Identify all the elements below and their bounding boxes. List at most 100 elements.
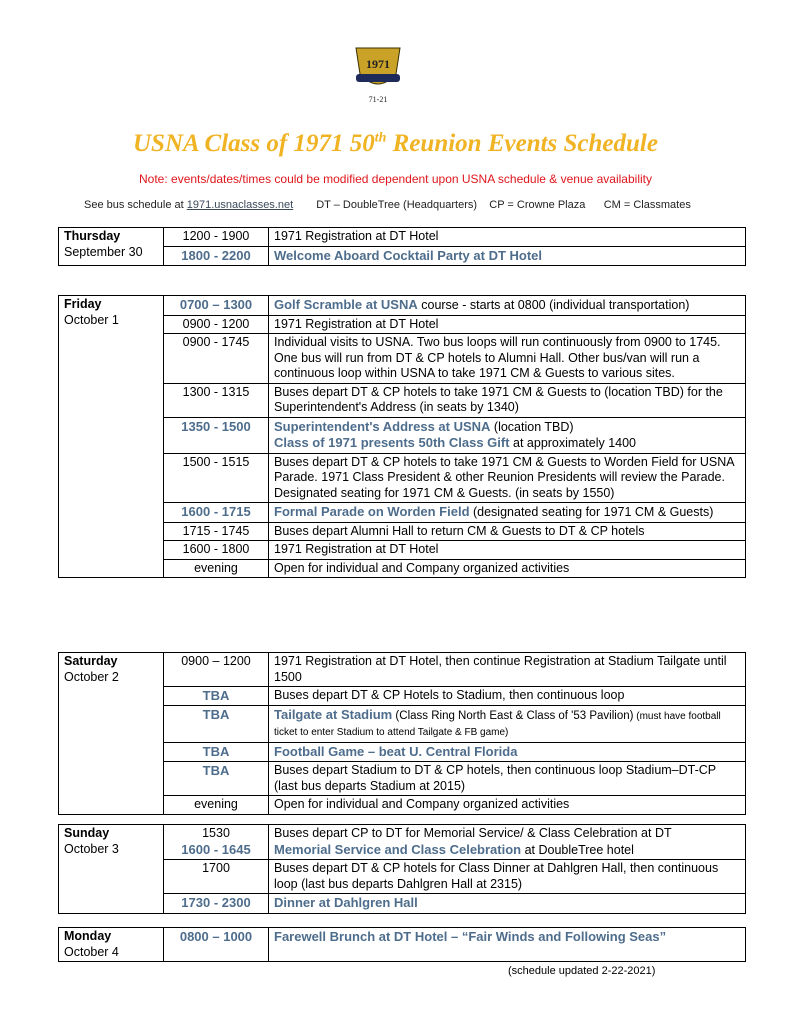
event-description: 1971 Registration at DT Hotel (268, 314, 746, 334)
time-cell: 1700 (163, 859, 269, 894)
description-line: 1971 Registration at DT Hotel (274, 542, 740, 558)
time-cell: 1600 - 1800 (163, 540, 269, 560)
event-detail: Buses depart CP to DT for Memorial Servi… (274, 826, 672, 840)
event-time: 0900 - 1200 (182, 316, 250, 331)
event-time: 0700 – 1300 (179, 297, 253, 312)
event-time: 1350 - 1500 (181, 418, 251, 434)
description-line: Open for individual and Company organize… (274, 561, 740, 577)
schedule-row: Sunday October 3 1530 1600 - 1645 Buses depa… (58, 824, 746, 914)
legend-cp: CP = Crowne Plaza (489, 199, 586, 211)
event-title: Welcome Aboard Cocktail Party at DT Hote… (274, 247, 543, 263)
description-line: Superintendent's Address at USNA (locati… (274, 419, 740, 436)
legend-cm: CM = Classmates (603, 199, 691, 211)
day-table-sunday: Sunday October 3 1530 1600 - 1645 Buses depa… (58, 824, 746, 914)
event-detail: 1971 Registration at DT Hotel (274, 229, 439, 243)
event-time: evening (194, 797, 238, 811)
event-time: 1600 - 1715 (181, 504, 251, 519)
event-title: Golf Scramble at USNA (274, 297, 418, 312)
time-cell: evening (163, 795, 269, 815)
event-description: Buses depart DT & CP hotels for Class Di… (268, 859, 746, 894)
description-line: Individual visits to USNA. Two bus loops… (274, 335, 740, 382)
event-detail: Buses depart Alumni Hall to return CM & … (274, 523, 645, 538)
description-line: Buses depart CP to DT for Memorial Servi… (274, 826, 740, 842)
event-description: 1971 Registration at DT Hotel (268, 540, 746, 560)
day-table-friday: Friday October 1 0700 – 1300 Golf Scramble … (58, 295, 746, 578)
event-detail: Open for individual and Company organize… (274, 797, 570, 811)
time-cell: TBA (163, 741, 269, 762)
event-time: 1730 - 2300 (181, 895, 251, 910)
time-cell: TBA (163, 686, 269, 706)
time-cell: 1300 - 1315 (163, 382, 269, 418)
event-detail: (must have football ticket to enter Stad… (274, 710, 721, 739)
day-cell: Sunday October 3 (58, 824, 164, 914)
event-detail: 1971 Registration at DT Hotel (274, 316, 439, 331)
event-description: Superintendent's Address at USNA (locati… (268, 416, 746, 454)
event-description: Formal Parade on Worden Field (designate… (268, 502, 746, 523)
day-date: October 2 (64, 669, 119, 684)
description-line: 1971 Registration at DT Hotel (274, 229, 740, 245)
event-description: Buses depart DT & CP Hotels to Stadium, … (268, 686, 746, 706)
bus-schedule-link[interactable]: 1971.usnaclasses.net (186, 199, 294, 211)
event-description: Tailgate at Stadium (Class Ring North Ea… (268, 704, 746, 743)
time-cell: 0900 – 1200 (163, 652, 269, 687)
time-cell: 1715 - 1745 (163, 521, 269, 541)
event-detail: Buses depart DT & CP Hotels to Stadium, … (274, 688, 625, 702)
time-cell: 0700 – 1300 (163, 295, 269, 316)
time-cell: 1500 - 1515 (163, 452, 269, 503)
event-detail: Buses depart DT & CP hotels for Class Di… (274, 861, 719, 891)
day-date: September 30 (64, 244, 143, 259)
event-description: Buses depart Stadium to DT & CP hotels, … (268, 761, 746, 796)
day-name: Sunday (64, 826, 110, 840)
time-cell: 1600 - 1715 (163, 502, 269, 523)
day-cell: Thursday September 30 (58, 227, 164, 266)
class-crest-logo: 1971 71-21 (350, 44, 406, 106)
event-time: 1200 - 1900 (182, 229, 250, 243)
event-detail: Open for individual and Company organize… (274, 560, 570, 575)
event-title: Tailgate at Stadium (274, 706, 393, 722)
event-detail: Buses depart DT & CP hotels to take 1971… (274, 454, 734, 500)
schedule-row: 1600 - 1800 1971 Registration at DT Hotel (59, 540, 746, 560)
event-detail: Individual visits to USNA. Two bus loops… (274, 335, 721, 380)
schedule-row: 1700 Buses depart DT & CP hotels for Clas… (59, 859, 746, 894)
time-cell: 1730 - 2300 (163, 893, 269, 914)
day-name: Friday (64, 297, 102, 311)
time-cell: 0900 - 1745 (163, 333, 269, 384)
event-description: Golf Scramble at USNA course - starts at… (268, 295, 746, 316)
event-description: Dinner at Dahlgren Hall (268, 893, 746, 914)
legend-line: See bus schedule at 1971.usnaclasses.net… (84, 199, 691, 211)
event-description: Buses depart Alumni Hall to return CM & … (268, 521, 746, 541)
day-date: October 3 (64, 841, 119, 856)
event-detail: 1971 Registration at DT Hotel, then cont… (274, 654, 727, 684)
event-title: Dinner at Dahlgren Hall (274, 895, 418, 910)
event-description: Welcome Aboard Cocktail Party at DT Hote… (268, 245, 746, 266)
description-line: Buses depart Stadium to DT & CP hotels, … (274, 763, 740, 794)
time-cell: evening (163, 558, 269, 578)
time-cell: 1200 - 1900 (163, 227, 269, 247)
time-cell: TBA (163, 761, 269, 796)
svg-text:1971: 1971 (366, 57, 390, 71)
event-detail: 1971 Registration at DT Hotel (274, 542, 439, 556)
description-line: Buses depart DT & CP Hotels to Stadium, … (274, 688, 740, 704)
event-description: Individual visits to USNA. Two bus loops… (268, 333, 746, 384)
day-date: October 4 (64, 944, 119, 959)
schedule-row: Saturday October 2 0900 – 1200 1971 Registr… (58, 652, 746, 815)
schedule-row: TBA Buses depart DT & CP Hotels to Stadiu… (59, 686, 746, 706)
day-name: Thursday (64, 229, 121, 243)
event-description: Buses depart DT & CP hotels to take 1971… (268, 382, 746, 418)
time-cell: 1800 - 2200 (163, 245, 269, 266)
description-line: Buses depart Alumni Hall to return CM & … (274, 524, 740, 540)
schedule-row: TBA Tailgate at Stadium (Class Ring North… (59, 704, 746, 743)
day-table-monday: Monday October 4 0800 – 1000 Farewell Brunc… (58, 927, 746, 962)
time-cell: 1350 - 1500 (163, 416, 269, 454)
schedule-row: 1800 - 2200 Welcome Aboard Cocktail Party… (59, 245, 746, 266)
event-title: Formal Parade on Worden Field (274, 504, 470, 519)
description-line: Golf Scramble at USNA course - starts at… (274, 297, 740, 314)
event-time: 0900 - 1745 (182, 335, 250, 349)
event-title: Class of 1971 presents 50th Class Gift (274, 435, 510, 450)
page-title: USNA Class of 1971 50th Reunion Events S… (133, 130, 658, 157)
event-time: TBA (202, 706, 230, 722)
time-cell: 0900 - 1200 (163, 314, 269, 334)
event-time: TBA (202, 688, 230, 703)
event-time: 1700 (202, 861, 230, 875)
description-line: 1971 Registration at DT Hotel, then cont… (274, 654, 740, 685)
